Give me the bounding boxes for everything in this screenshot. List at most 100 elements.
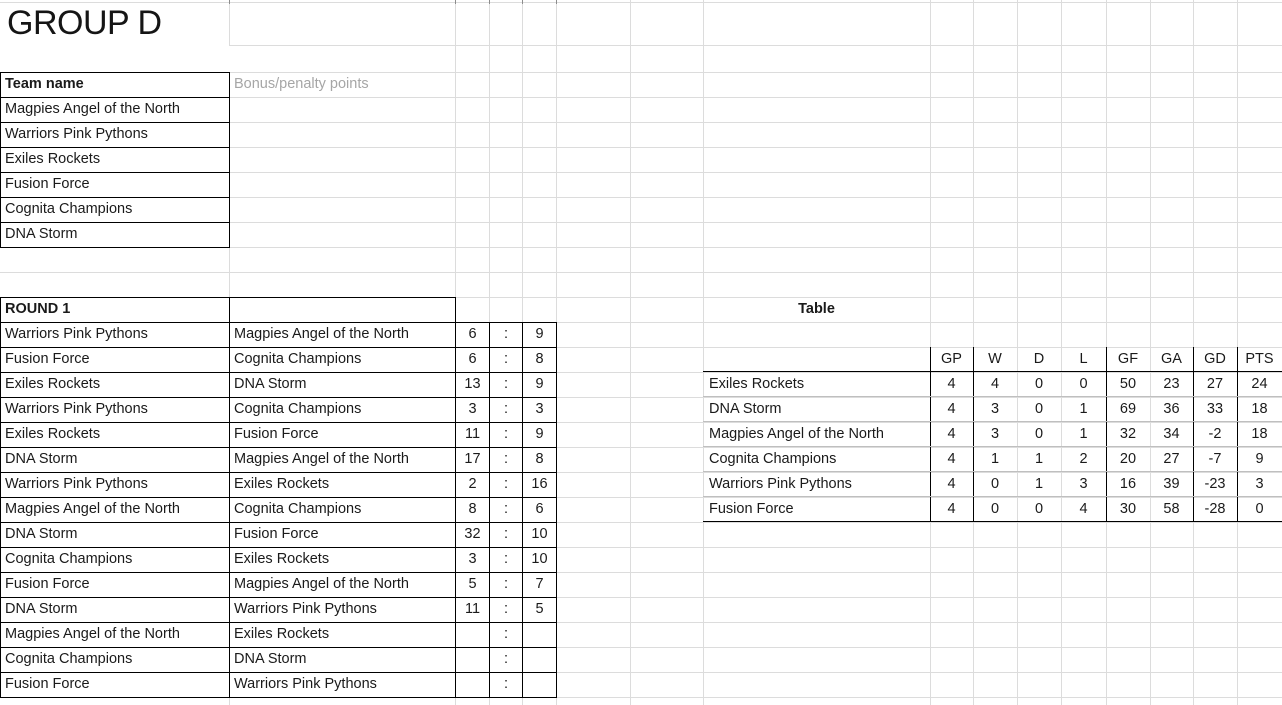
standings-gf-cell[interactable]: 20 <box>1119 451 1137 467</box>
match-home-score-cell[interactable]: 11 <box>464 601 481 617</box>
team-name-cell[interactable]: Fusion Force <box>5 176 90 192</box>
match-away-score-cell[interactable]: 5 <box>535 601 544 617</box>
match-home-score-cell[interactable]: 17 <box>464 451 481 467</box>
match-home-team-cell[interactable]: Fusion Force <box>5 676 90 692</box>
standings-d-cell[interactable]: 0 <box>1034 401 1044 417</box>
standings-ga-cell[interactable]: 39 <box>1163 476 1180 492</box>
match-away-team-cell[interactable]: Cognita Champions <box>234 501 362 517</box>
team-name-cell[interactable]: Exiles Rockets <box>5 151 101 167</box>
match-home-score-cell[interactable]: 3 <box>468 401 477 417</box>
match-away-team-cell[interactable]: Exiles Rockets <box>234 551 330 567</box>
standings-ga-cell[interactable]: 23 <box>1163 376 1180 392</box>
match-home-score-cell[interactable] <box>456 622 489 647</box>
standings-gp-cell[interactable]: 4 <box>947 476 956 492</box>
match-away-score-cell[interactable]: 8 <box>535 351 544 367</box>
standings-d-cell[interactable]: 1 <box>1034 476 1044 492</box>
match-home-team-cell[interactable]: Fusion Force <box>5 351 90 367</box>
match-away-score-cell[interactable] <box>523 622 556 647</box>
standings-gd-cell[interactable]: 33 <box>1206 401 1224 417</box>
match-home-score-cell[interactable]: 5 <box>468 576 477 592</box>
standings-team-cell[interactable]: DNA Storm <box>709 401 782 417</box>
match-away-score-cell[interactable] <box>523 672 556 697</box>
standings-w-cell[interactable]: 3 <box>990 426 1000 442</box>
match-home-score-cell[interactable]: 32 <box>464 526 481 542</box>
standings-l-cell[interactable]: 3 <box>1079 476 1088 492</box>
standings-l-cell[interactable]: 1 <box>1079 401 1088 417</box>
team-name-cell[interactable]: Cognita Champions <box>5 201 133 217</box>
standings-gp-cell[interactable]: 4 <box>947 451 956 467</box>
standings-pts-cell[interactable]: 3 <box>1255 476 1264 492</box>
standings-d-cell[interactable]: 0 <box>1034 426 1044 442</box>
match-away-team-cell[interactable]: Magpies Angel of the North <box>234 451 409 467</box>
standings-pts-cell[interactable]: 24 <box>1251 376 1268 392</box>
standings-pts-cell[interactable]: 18 <box>1251 401 1268 417</box>
team-name-cell[interactable]: Warriors Pink Pythons <box>5 126 148 142</box>
match-home-team-cell[interactable]: DNA Storm <box>5 451 78 467</box>
standings-l-cell[interactable]: 2 <box>1079 451 1088 467</box>
standings-l-cell[interactable]: 1 <box>1079 426 1088 442</box>
match-away-team-cell[interactable]: DNA Storm <box>234 376 307 392</box>
match-home-team-cell[interactable]: Cognita Champions <box>5 651 133 667</box>
standings-w-cell[interactable]: 1 <box>990 451 1000 467</box>
match-home-team-cell[interactable]: Warriors Pink Pythons <box>5 476 148 492</box>
match-away-team-cell[interactable]: Magpies Angel of the North <box>234 576 409 592</box>
standings-team-cell[interactable]: Fusion Force <box>709 501 794 517</box>
match-home-team-cell[interactable]: Magpies Angel of the North <box>5 626 180 642</box>
match-home-team-cell[interactable]: Fusion Force <box>5 576 90 592</box>
match-home-team-cell[interactable]: Exiles Rockets <box>5 426 101 442</box>
match-home-score-cell[interactable]: 6 <box>468 351 477 367</box>
standings-gd-cell[interactable]: -23 <box>1204 476 1226 492</box>
match-home-team-cell[interactable]: Warriors Pink Pythons <box>5 326 148 342</box>
match-home-team-cell[interactable]: Exiles Rockets <box>5 376 101 392</box>
standings-gp-cell[interactable]: 4 <box>947 501 956 517</box>
standings-gf-cell[interactable]: 16 <box>1119 476 1137 492</box>
match-away-team-cell[interactable]: Fusion Force <box>234 526 319 542</box>
standings-gp-cell[interactable]: 4 <box>947 376 956 392</box>
standings-gp-cell[interactable]: 4 <box>947 426 956 442</box>
standings-gf-cell[interactable]: 50 <box>1119 376 1137 392</box>
match-away-score-cell[interactable]: 10 <box>531 551 548 567</box>
match-away-score-cell[interactable]: 16 <box>531 476 548 492</box>
standings-title-cell[interactable]: Table <box>798 301 835 317</box>
standings-d-cell[interactable]: 0 <box>1034 376 1044 392</box>
standings-ga-cell[interactable]: 58 <box>1163 501 1180 517</box>
match-away-score-cell[interactable]: 8 <box>535 451 544 467</box>
match-home-score-cell[interactable] <box>456 672 489 697</box>
standings-d-cell[interactable]: 0 <box>1034 501 1044 517</box>
match-away-team-cell[interactable]: Cognita Champions <box>234 401 362 417</box>
standings-gf-cell[interactable]: 30 <box>1119 501 1137 517</box>
standings-team-cell[interactable]: Exiles Rockets <box>709 376 805 392</box>
standings-l-cell[interactable]: 0 <box>1079 376 1088 392</box>
match-away-team-cell[interactable]: DNA Storm <box>234 651 307 667</box>
bonus-penalty-points-cell[interactable]: Bonus/penalty points <box>234 76 369 92</box>
standings-gd-cell[interactable]: -2 <box>1208 426 1222 442</box>
match-home-score-cell[interactable] <box>456 647 489 672</box>
team-name-header-cell[interactable]: Team name <box>5 76 84 92</box>
standings-team-cell[interactable]: Warriors Pink Pythons <box>709 476 852 492</box>
standings-gp-cell[interactable]: 4 <box>947 401 956 417</box>
match-away-score-cell[interactable]: 10 <box>531 526 548 542</box>
match-away-score-cell[interactable]: 3 <box>535 401 544 417</box>
match-away-score-cell[interactable]: 9 <box>535 426 544 442</box>
match-away-score-cell[interactable] <box>523 647 556 672</box>
match-home-score-cell[interactable]: 6 <box>468 326 477 342</box>
match-home-team-cell[interactable]: Magpies Angel of the North <box>5 501 180 517</box>
standings-gd-cell[interactable]: 27 <box>1206 376 1224 392</box>
match-away-team-cell[interactable]: Warriors Pink Pythons <box>234 676 377 692</box>
match-away-team-cell[interactable]: Magpies Angel of the North <box>234 326 409 342</box>
match-home-score-cell[interactable]: 2 <box>468 476 477 492</box>
standings-w-cell[interactable]: 4 <box>990 376 1000 392</box>
standings-ga-cell[interactable]: 27 <box>1163 451 1180 467</box>
match-away-team-cell[interactable]: Warriors Pink Pythons <box>234 601 377 617</box>
standings-pts-cell[interactable]: 18 <box>1251 426 1268 442</box>
standings-gd-cell[interactable]: -7 <box>1208 451 1222 467</box>
match-home-team-cell[interactable]: Warriors Pink Pythons <box>5 401 148 417</box>
standings-gd-cell[interactable]: -28 <box>1204 501 1226 517</box>
standings-gf-cell[interactable]: 32 <box>1119 426 1137 442</box>
standings-pts-cell[interactable]: 0 <box>1255 501 1264 517</box>
match-home-team-cell[interactable]: DNA Storm <box>5 601 78 617</box>
match-away-score-cell[interactable]: 6 <box>535 501 544 517</box>
match-away-team-cell[interactable]: Fusion Force <box>234 426 319 442</box>
match-home-team-cell[interactable]: Cognita Champions <box>5 551 133 567</box>
match-home-score-cell[interactable]: 13 <box>464 376 481 392</box>
